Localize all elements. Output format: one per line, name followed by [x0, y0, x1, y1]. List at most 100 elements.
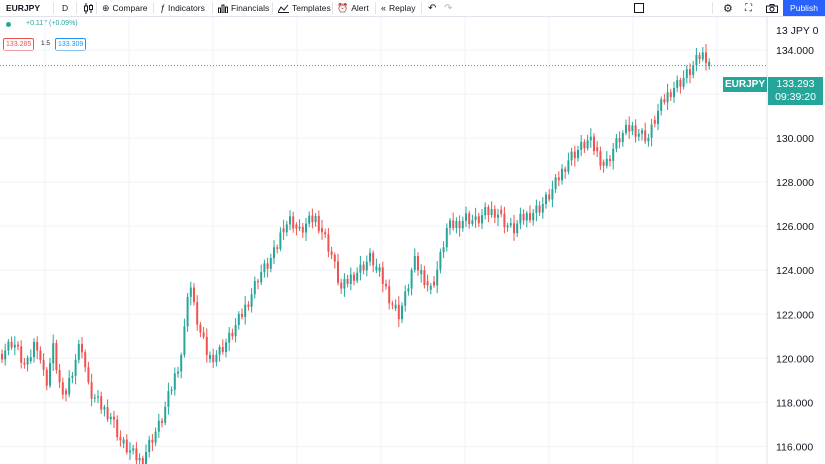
candle-body — [689, 69, 691, 75]
candle-body — [557, 177, 560, 181]
candle-body — [433, 281, 435, 286]
settings-button[interactable]: ⚙ — [723, 0, 733, 16]
candle-body — [641, 130, 643, 134]
candle-body — [442, 247, 445, 253]
candle-body — [471, 220, 474, 225]
candle-body — [593, 136, 595, 152]
candle-body — [503, 213, 506, 228]
candle-body — [439, 252, 442, 270]
candle-body — [381, 267, 384, 284]
price-tick-label: 128.000 — [776, 177, 814, 189]
toolbar-divider — [272, 2, 273, 14]
candle-body — [196, 302, 199, 325]
candle-body — [7, 341, 10, 351]
candle-body — [317, 215, 320, 232]
symbol-search-button[interactable]: EURJPY — [6, 0, 40, 16]
top-toolbar: EURJPY D ⊕ Compare ƒ Indicators Financia… — [0, 0, 825, 17]
candle-body — [708, 61, 711, 66]
candle-body — [33, 342, 35, 358]
candle-body — [583, 141, 586, 149]
candle-body — [65, 390, 67, 395]
candle-body — [669, 92, 672, 98]
candle-body — [189, 287, 192, 297]
candle-body — [474, 216, 477, 221]
candle-body — [77, 343, 80, 360]
candle-body — [266, 263, 269, 269]
replay-button[interactable]: « Replay — [381, 0, 415, 16]
candle-body — [609, 158, 611, 162]
candle-body — [685, 69, 688, 78]
candle-body — [644, 130, 647, 142]
candle-body — [234, 325, 237, 337]
candle-body — [151, 439, 154, 443]
candle-body — [116, 419, 119, 438]
interval-button[interactable]: D — [62, 0, 68, 16]
candle-body — [420, 270, 423, 275]
candle-body — [346, 278, 349, 284]
candle-body — [202, 332, 205, 337]
alert-button[interactable]: ⏰ Alert — [337, 0, 369, 16]
candle-body — [205, 336, 208, 355]
candle-body — [545, 194, 547, 204]
candle-body — [39, 350, 42, 361]
price-chart[interactable]: 134.000132.000130.000128.000126.000124.0… — [0, 17, 825, 464]
candle-body — [215, 354, 218, 363]
candle-body — [596, 147, 599, 152]
bar-countdown: 09:39:20 — [775, 91, 816, 103]
candle-body — [359, 264, 362, 273]
candle-body — [87, 367, 90, 383]
candle-body — [125, 439, 128, 453]
alarm-clock-icon: ⏰ — [337, 2, 349, 13]
candle-body — [513, 223, 515, 234]
candle-body — [372, 252, 375, 266]
symbol-label: EURJPY — [6, 3, 41, 13]
candle-body — [551, 189, 554, 200]
candle-body — [253, 281, 256, 295]
indicators-button[interactable]: ƒ Indicators — [160, 0, 205, 16]
price-tick-label: 122.000 — [776, 309, 814, 321]
chart-style-button[interactable] — [84, 0, 93, 16]
undo-button[interactable]: ↶ — [428, 0, 436, 16]
candle-body — [308, 215, 311, 224]
snapshot-button[interactable] — [766, 0, 778, 16]
candle-body — [71, 375, 74, 378]
fullscreen-icon: ⛶ — [745, 2, 752, 14]
candle-body — [356, 272, 359, 281]
templates-button[interactable]: Templates — [278, 0, 331, 16]
candle-body — [340, 282, 343, 289]
candle-body — [170, 389, 173, 392]
redo-icon: ↷ — [444, 2, 453, 14]
financials-button[interactable]: Financials — [218, 0, 269, 16]
rewind-icon: « — [381, 3, 387, 13]
candle-body — [385, 283, 387, 287]
candle-body — [324, 232, 327, 235]
compare-button[interactable]: ⊕ Compare — [102, 0, 148, 16]
candle-body — [90, 382, 93, 399]
candle-body — [506, 225, 509, 228]
candle-body — [705, 52, 707, 63]
fullscreen-button[interactable]: ⛶ — [745, 0, 752, 16]
candle-body — [228, 332, 231, 343]
redo-button[interactable]: ↷ — [444, 0, 452, 16]
candle-body — [237, 313, 240, 326]
candle-body — [330, 251, 333, 255]
alert-label: Alert — [351, 3, 369, 13]
interval-label: D — [62, 3, 69, 13]
candle-body — [353, 274, 355, 281]
candle-body — [23, 362, 26, 365]
price-change: +0.117 (+0.09%) — [26, 20, 78, 27]
financials-label: Financials — [231, 3, 270, 13]
candle-body — [97, 396, 99, 398]
candle-body — [193, 287, 195, 303]
layout-button[interactable] — [634, 0, 644, 16]
candle-body — [289, 216, 291, 225]
publish-button[interactable]: Publish — [783, 0, 825, 16]
candle-body — [279, 232, 282, 249]
candle-body — [362, 264, 365, 271]
templates-label: Templates — [292, 3, 331, 13]
candle-body — [465, 213, 467, 221]
candle-body — [589, 136, 592, 141]
candle-body — [285, 224, 288, 233]
candle-body — [663, 99, 666, 103]
candle-body — [666, 92, 669, 103]
